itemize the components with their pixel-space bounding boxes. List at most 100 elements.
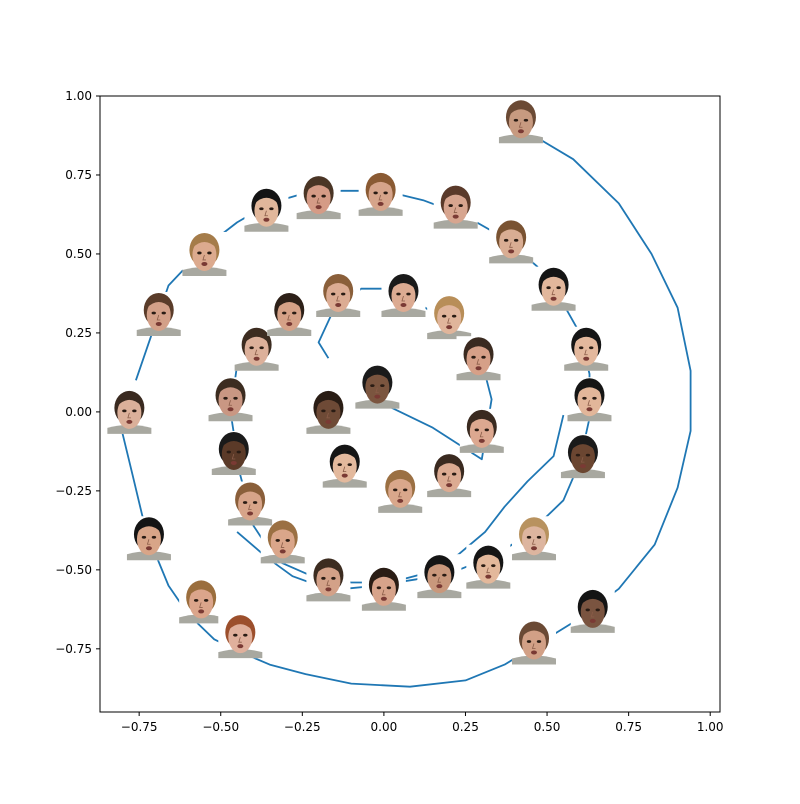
face-fringe (146, 294, 171, 308)
face-nose (202, 254, 206, 261)
face-mouth (227, 407, 234, 412)
face-thumbnail (182, 231, 227, 276)
face-mouth (550, 296, 557, 301)
face-eye (471, 355, 476, 359)
face-thumbnail (267, 291, 312, 336)
face-eye (331, 292, 336, 296)
face-fringe (368, 174, 393, 188)
face-nose (401, 295, 405, 302)
face-fringe (228, 617, 253, 631)
y-tick-label: 0.75 (65, 168, 92, 182)
face-fringe (522, 519, 546, 533)
face-shoulders (427, 488, 472, 498)
face-skin (238, 488, 263, 521)
face-eye (151, 535, 157, 539)
face-eye (282, 311, 287, 315)
face-shoulders (208, 412, 253, 422)
face-eye (233, 633, 238, 637)
face-skin (499, 226, 524, 259)
face-eye (311, 194, 316, 198)
face-mouth (279, 549, 286, 554)
face-eye (275, 539, 280, 542)
face-thumbnail (570, 588, 615, 633)
face-thumbnail (456, 336, 501, 381)
face-nose (378, 194, 383, 201)
face-shoulders (306, 592, 351, 602)
face-shoulders (378, 503, 423, 513)
face-shoulders (498, 134, 543, 144)
face-nose (280, 542, 285, 548)
face-thumbnail (306, 557, 351, 602)
face-fringe (476, 547, 501, 561)
face-nose (127, 412, 131, 419)
face-eye (132, 409, 137, 413)
face-nose (381, 589, 386, 596)
face-mouth (485, 574, 492, 579)
face-eye (585, 453, 591, 457)
face-thumbnail (244, 187, 289, 232)
face-mouth (325, 587, 332, 592)
face-nose (342, 466, 347, 472)
face-nose (146, 539, 151, 545)
y-tick-label: 0.25 (65, 326, 92, 340)
face-eye (380, 384, 385, 388)
face-nose (509, 242, 513, 248)
face-eye (383, 191, 388, 195)
face-fringe (277, 294, 302, 308)
face-fringe (332, 446, 357, 460)
face-eye (269, 207, 274, 211)
face-eye (451, 314, 457, 318)
face-fringe (466, 339, 491, 353)
face-eye (523, 118, 529, 122)
face-fringe (192, 234, 217, 248)
face-shoulders (456, 371, 501, 381)
face-mouth (583, 356, 590, 361)
face-thumbnail (498, 99, 543, 144)
face-eye (321, 576, 326, 580)
face-nose (447, 318, 451, 324)
y-tick-label: 0.00 (65, 405, 92, 419)
face-eye (582, 396, 587, 400)
y-tick-label: −0.25 (55, 484, 92, 498)
face-mouth (237, 644, 244, 649)
face-eye (474, 428, 479, 432)
face-thumbnail (228, 481, 273, 526)
face-thumbnail (427, 295, 472, 340)
face-eye (441, 472, 447, 476)
face-fringe (117, 392, 142, 406)
face-shoulders (179, 614, 224, 624)
face-mouth (374, 394, 381, 399)
face-thumbnail (234, 326, 279, 371)
face-eye (243, 633, 248, 637)
face-eye (370, 384, 375, 388)
face-shoulders (260, 554, 305, 564)
face-eye (589, 346, 594, 350)
face-markers (107, 99, 615, 665)
face-thumbnail (564, 326, 609, 371)
face-eye (403, 488, 408, 492)
face-eye (259, 207, 264, 211)
face-nose (486, 567, 490, 574)
face-mouth (315, 205, 322, 210)
x-tick-label: −0.75 (121, 720, 158, 734)
face-fringe (221, 433, 246, 447)
face-eye (151, 311, 156, 315)
face-shoulders (267, 326, 312, 336)
face-mouth (397, 498, 404, 503)
face-eye (585, 608, 590, 612)
face-thumbnail (417, 554, 462, 599)
face-eye (481, 355, 486, 359)
face-eye (161, 311, 166, 315)
face-shoulders (433, 219, 478, 229)
face-shoulders (560, 469, 605, 479)
face-shoulders (306, 424, 351, 434)
face-shoulders (531, 301, 576, 311)
face-eye (579, 346, 584, 350)
face-eye (503, 238, 509, 242)
face-thumbnail (179, 579, 224, 624)
face-thumbnail (459, 408, 504, 453)
face-shoulders (126, 551, 171, 561)
face-shoulders (564, 361, 609, 371)
